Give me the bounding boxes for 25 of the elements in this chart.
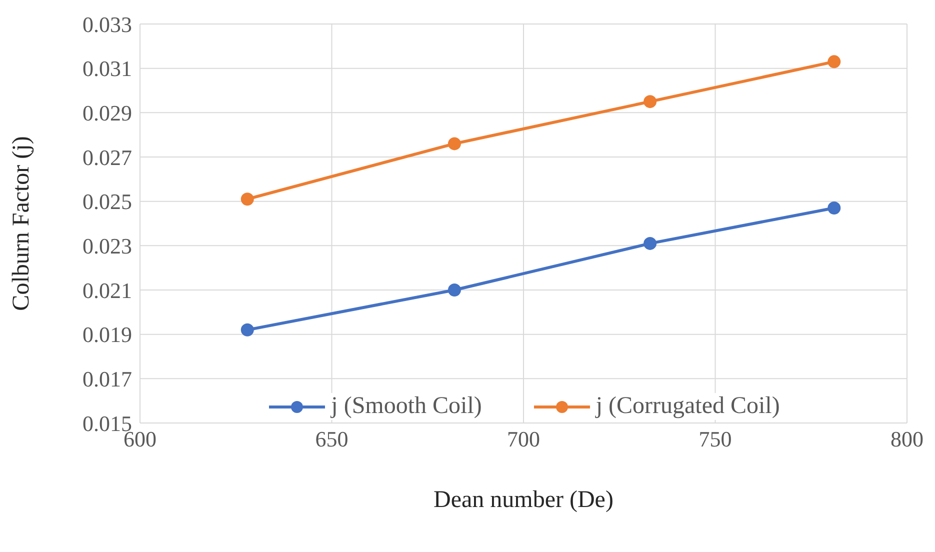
point xyxy=(828,55,841,68)
legend-label: j (Smooth Coil) xyxy=(331,393,482,420)
point xyxy=(240,192,254,206)
point xyxy=(644,95,657,108)
point xyxy=(240,323,254,336)
x-tick-label: 700 xyxy=(507,426,540,452)
y-tick-label: 0.033 xyxy=(82,12,132,37)
x-tick-label: 750 xyxy=(698,426,732,452)
y-tick-label: 0.019 xyxy=(82,322,132,348)
x-tick-label: 800 xyxy=(890,426,924,452)
y-tick-label: 0.027 xyxy=(82,144,132,170)
point xyxy=(644,236,657,250)
x-axis-title: Dean number (De) xyxy=(434,487,614,513)
x-tick-label: 650 xyxy=(315,426,348,452)
y-axis-title: Colburn Factor (j) xyxy=(8,136,35,311)
legend-label: j (Corrugated Coil) xyxy=(596,393,780,420)
point xyxy=(828,201,841,214)
point xyxy=(448,137,461,150)
y-tick-label: 0.031 xyxy=(82,56,132,82)
y-tick-label: 0.017 xyxy=(82,366,132,392)
point xyxy=(448,284,461,296)
y-tick-label: 0.025 xyxy=(82,189,132,214)
y-tick-label: 0.021 xyxy=(82,278,132,303)
y-tick-label: 0.029 xyxy=(82,100,132,126)
y-tick-label: 0.023 xyxy=(82,233,132,258)
